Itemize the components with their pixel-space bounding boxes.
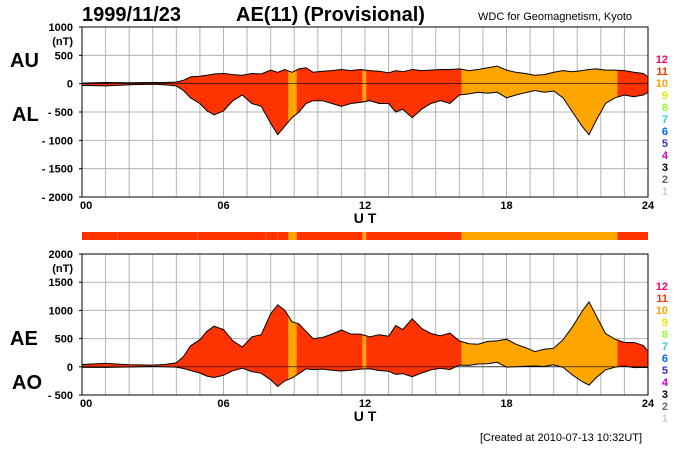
ae-ao-band-3 xyxy=(362,301,367,387)
au-al-xtick-label: 12 xyxy=(359,200,371,212)
ae-ao-ytick-label: 0 xyxy=(67,362,73,374)
ae-ao-band-4 xyxy=(366,301,462,387)
activity-strip-segment-6 xyxy=(617,232,648,240)
ao-label: AO xyxy=(12,372,42,394)
au-al-ytick-label: - 500 xyxy=(48,107,73,119)
au-al-legend-12: 12 xyxy=(656,54,668,66)
ae-ao-legend-8: 8 xyxy=(662,329,668,341)
ae-ao-upper-line xyxy=(81,300,649,366)
ae-ao-legend-10: 10 xyxy=(656,305,668,317)
ae-ao-legend-11: 11 xyxy=(656,293,668,305)
activity-strip-segment-3 xyxy=(362,232,367,240)
ae-ao-legend-6: 6 xyxy=(662,353,668,365)
date-title: 1999/11/23 xyxy=(82,4,181,26)
ae-ao-lower-line xyxy=(82,361,649,388)
ae-ao-band-2 xyxy=(296,301,363,387)
ae-ao-legend-7: 7 xyxy=(662,341,668,353)
ae-ao-frame xyxy=(81,253,649,396)
ae-ao-band-1 xyxy=(288,301,297,387)
ae-ao-legend-2: 2 xyxy=(662,401,668,413)
activity-strip-segment-2 xyxy=(296,232,363,240)
source-label: WDC for Geomagnetism, Kyoto xyxy=(478,11,633,23)
ae-ao-xtick-label: 12 xyxy=(359,398,371,410)
ae-ao-band-0 xyxy=(82,301,289,387)
au-al-xlabel: U T xyxy=(354,210,377,226)
ae-ao-ytick-label: 500 xyxy=(55,334,73,346)
ae-ao-ytick-label: 1000 xyxy=(49,305,73,317)
created-timestamp: [Created at 2010-07-13 10:32UT] xyxy=(480,432,643,444)
activity-strip-segment-1 xyxy=(288,232,297,240)
au-al-legend-2: 2 xyxy=(662,174,668,186)
au-al-legend-6: 6 xyxy=(662,126,668,138)
au-al-ytick-label: - 1500 xyxy=(42,164,73,176)
au-al-band-1 xyxy=(288,66,297,135)
au-al-legend-7: 7 xyxy=(662,114,668,126)
au-al-legend-1: 1 xyxy=(662,186,668,198)
activity-strip-segment-5 xyxy=(461,232,618,240)
au-al-band-3 xyxy=(362,66,367,135)
activity-strip-segment-0 xyxy=(82,232,289,240)
au-al-legend-10: 10 xyxy=(656,78,668,90)
au-al-legend-3: 3 xyxy=(662,162,668,174)
au-al-legend-9: 9 xyxy=(662,90,668,102)
au-al-ytick-label: - 1000 xyxy=(42,135,73,147)
ae-ao-xtick-label: 06 xyxy=(217,398,229,410)
ae-ao-band-5 xyxy=(461,301,618,387)
ae-ao-ytick-label: (nT) xyxy=(52,263,73,275)
activity-strip-segment-4 xyxy=(366,232,462,240)
au-al-xtick-label: 24 xyxy=(642,200,655,212)
au-al-ytick-label: 1000 xyxy=(49,22,73,34)
au-al-ytick-label: 500 xyxy=(55,50,73,62)
ae-ao-legend-12: 12 xyxy=(656,281,668,293)
au-al-legend-8: 8 xyxy=(662,102,668,114)
au-al-lower-line xyxy=(81,83,649,136)
ae-ao-xtick-label: 24 xyxy=(642,398,655,410)
al-label: AL xyxy=(12,104,39,126)
ae-label: AE xyxy=(10,328,38,350)
index-title: AE(11) (Provisional) xyxy=(236,4,425,26)
ae-ao-xlabel: U T xyxy=(354,408,377,424)
ae-ao-ytick-label: 1500 xyxy=(49,277,73,289)
ae-ao-legend-9: 9 xyxy=(662,317,668,329)
au-al-xtick-label: 06 xyxy=(217,200,229,212)
au-al-upper-line xyxy=(81,65,649,84)
au-al-legend-11: 11 xyxy=(656,66,668,78)
ae-ao-legend-3: 3 xyxy=(662,389,668,401)
ae-ao-band-6 xyxy=(617,301,648,387)
au-al-ytick-label: - 2000 xyxy=(42,192,73,204)
ae-ao-xtick-label: 18 xyxy=(500,398,512,410)
ae-ao-legend-5: 5 xyxy=(662,365,668,377)
ae-ao-xtick-label: 00 xyxy=(80,398,92,410)
au-al-ytick-label: 0 xyxy=(67,79,73,91)
au-al-legend-4: 4 xyxy=(662,150,669,162)
au-label: AU xyxy=(10,50,39,72)
au-al-xtick-label: 18 xyxy=(500,200,512,212)
ae-ao-legend-4: 4 xyxy=(662,377,669,389)
au-al-legend-5: 5 xyxy=(662,138,668,150)
au-al-ytick-label: (nT) xyxy=(52,36,73,48)
ae-ao-ytick-label: 2000 xyxy=(49,249,73,261)
ae-ao-ytick-label: - 500 xyxy=(48,390,73,402)
au-al-xtick-label: 00 xyxy=(80,200,92,212)
ae-ao-legend-1: 1 xyxy=(662,413,668,425)
